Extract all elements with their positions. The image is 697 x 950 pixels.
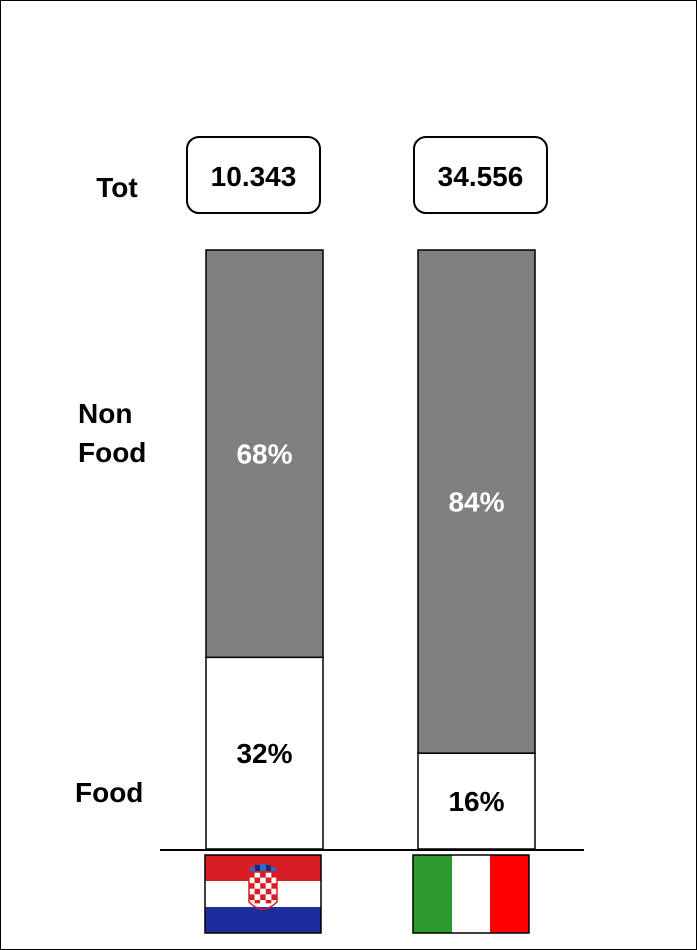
- italy-flag-icon: [412, 854, 530, 934]
- row-label-nonfood-line2: Food: [78, 437, 146, 468]
- bars-group: 32% 68% 16% 84%: [205, 249, 536, 850]
- data-label-croatia-non-food: 68%: [236, 439, 292, 470]
- total-box-italy: [413, 136, 548, 214]
- bar-segment-croatia-non-food: [205, 249, 324, 659]
- total-box-croatia: [186, 136, 321, 214]
- total-value-italy: 34.556: [438, 161, 524, 192]
- data-label-italy-food: 16%: [448, 786, 504, 817]
- data-label-italy-non-food: 84%: [448, 487, 504, 518]
- bar-segment-italy-non-food: [417, 249, 536, 754]
- row-label-total: Tot: [96, 172, 137, 203]
- row-label-food: Food: [75, 777, 143, 808]
- total-value-croatia: 10.343: [211, 161, 297, 192]
- data-label-croatia-food: 32%: [236, 738, 292, 769]
- bar-segment-croatia-food: [205, 656, 324, 850]
- croatia-flag-icon: [204, 854, 322, 934]
- row-label-nonfood-line1: Non: [78, 398, 132, 429]
